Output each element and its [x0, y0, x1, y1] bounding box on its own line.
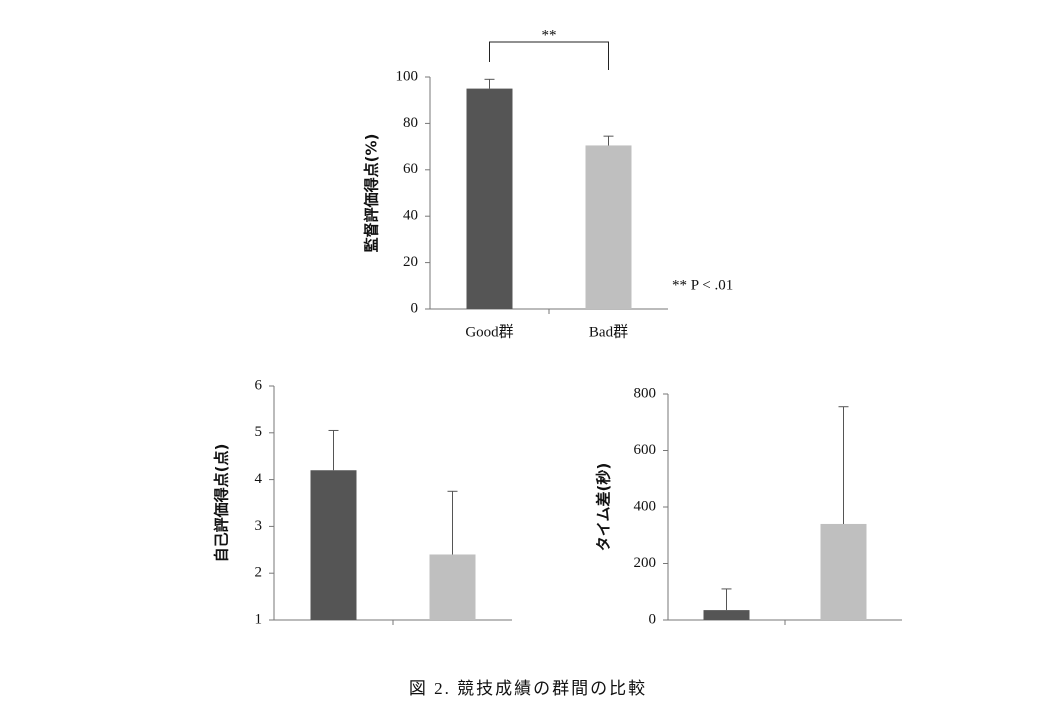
bar	[310, 470, 357, 620]
y-tick-label: 100	[396, 68, 419, 84]
y-tick-label: 6	[255, 377, 263, 393]
significance-bracket	[489, 41, 609, 70]
y-tick-label: 4	[255, 471, 263, 487]
y-tick-label: 20	[403, 254, 418, 270]
caption: 図 2. 競技成績の群間の比較	[409, 679, 647, 698]
x-tick-label: Bad群	[589, 323, 628, 340]
y-tick-label: 60	[403, 161, 418, 177]
bar	[703, 610, 750, 620]
significance-label: **	[542, 27, 557, 43]
y-tick-label: 1	[255, 611, 263, 627]
bar	[429, 554, 476, 620]
y-axis-label: 監督評価得点(%)	[363, 134, 381, 253]
x-tick-label: Good群	[465, 323, 513, 340]
bar	[466, 88, 513, 309]
bar	[820, 523, 867, 620]
y-axis-label: タイム差(秒)	[595, 463, 613, 551]
bar	[585, 145, 632, 309]
y-tick-label: 800	[634, 385, 657, 401]
y-tick-label: 5	[255, 424, 263, 440]
y-tick-label: 3	[255, 518, 263, 534]
y-tick-label: 200	[634, 555, 657, 571]
y-tick-label: 2	[255, 565, 263, 581]
y-tick-label: 40	[403, 208, 418, 224]
y-tick-label: 0	[411, 300, 419, 316]
y-tick-label: 600	[634, 442, 657, 458]
annotation: ** P < .01	[672, 277, 733, 293]
y-tick-label: 80	[403, 115, 418, 131]
y-tick-label: 0	[649, 611, 657, 627]
y-tick-label: 400	[634, 498, 657, 514]
y-axis-label: 自己評価得点(点)	[213, 444, 231, 563]
